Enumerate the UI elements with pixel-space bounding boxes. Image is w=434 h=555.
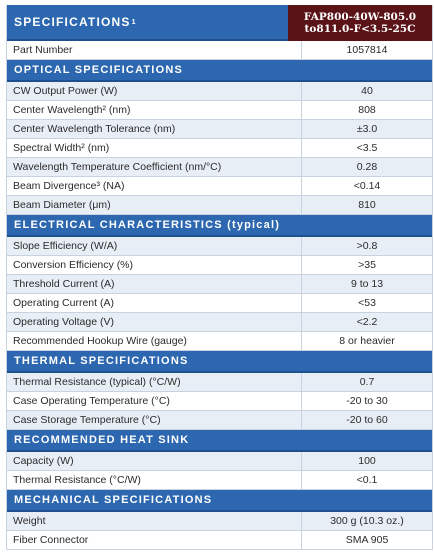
title-footnote-mark: 1: [131, 18, 137, 26]
spec-row: Spectral Width² (nm) <3.5: [7, 139, 432, 158]
spec-label: Fiber Connector: [7, 531, 302, 549]
spec-row: Recommended Hookup Wire (gauge) 8 or heav…: [7, 332, 432, 351]
spec-row: Center Wavelength² (nm) 808: [7, 101, 432, 120]
spec-row: Operating Voltage (V) <2.2: [7, 313, 432, 332]
spec-label: CW Output Power (W): [7, 82, 302, 100]
spec-value: 300 g (10.3 oz.): [330, 515, 404, 527]
spec-row: Slope Efficiency (W/A) >0.8: [7, 237, 432, 256]
spec-value: <0.1: [356, 474, 378, 486]
spec-value: SMA 905: [345, 534, 389, 546]
spec-label: Slope Efficiency (W/A): [7, 237, 302, 255]
spec-row: Capacity (W) 100: [7, 452, 432, 471]
part-number-row: Part Number 1057814: [7, 41, 432, 60]
spec-label: Case Operating Temperature (°C): [7, 392, 302, 410]
part-number-label: Part Number: [7, 41, 302, 59]
spec-row: Center Wavelength Tolerance (nm) ±3.0: [7, 120, 432, 139]
spec-row: Beam Divergence³ (NA) <0.14: [7, 177, 432, 196]
specifications-title-text: SPECIFICATIONS: [14, 15, 131, 29]
spec-row: Conversion Efficiency (%) >35: [7, 256, 432, 275]
spec-value: 810: [358, 199, 376, 211]
spec-row: Weight 300 g (10.3 oz.): [7, 512, 432, 531]
spec-label: Capacity (W): [7, 452, 302, 470]
spec-value: 40: [361, 85, 373, 97]
spec-label: Center Wavelength² (nm): [7, 101, 302, 119]
spec-label: Weight: [7, 512, 302, 530]
spec-label: Thermal Resistance (°C/W): [7, 471, 302, 489]
spec-label: Beam Diameter (μm): [7, 196, 302, 214]
model-line-2: to811.0-F<3.5-25C: [304, 23, 416, 35]
section-header: ELECTRICAL CHARACTERISTICS (typical): [7, 215, 432, 237]
spec-value: >35: [358, 259, 376, 271]
spec-row: Thermal Resistance (typical) (°C/W) 0.7: [7, 373, 432, 392]
spec-value: 100: [358, 455, 376, 467]
spec-sections: OPTICAL SPECIFICATIONS CW Output Power (W…: [7, 60, 432, 550]
spec-value: 0.28: [356, 161, 378, 173]
spec-value: <3.5: [356, 142, 378, 154]
specifications-title: SPECIFICATIONS 1: [7, 5, 288, 41]
part-number-value: 1057814: [346, 44, 388, 56]
spec-label: Recommended Hookup Wire (gauge): [7, 332, 302, 350]
spec-label: Wavelength Temperature Coefficient (nm/°…: [7, 158, 302, 176]
spec-row: Case Operating Temperature (°C) -20 to 30: [7, 392, 432, 411]
spec-row: Thermal Resistance (°C/W) <0.1: [7, 471, 432, 490]
section-header: MECHANICAL SPECIFICATIONS: [7, 490, 432, 512]
spec-label: Beam Divergence³ (NA): [7, 177, 302, 195]
spec-row: Case Storage Temperature (°C) -20 to 60: [7, 411, 432, 430]
spec-label: Case Storage Temperature (°C): [7, 411, 302, 429]
spec-row: Wavelength Temperature Coefficient (nm/°…: [7, 158, 432, 177]
spec-row: Operating Current (A) <53: [7, 294, 432, 313]
spec-value: 0.7: [359, 376, 375, 388]
spec-value: -20 to 60: [346, 414, 388, 426]
spec-value: <0.14: [353, 180, 381, 192]
section-header: OPTICAL SPECIFICATIONS: [7, 60, 432, 82]
spec-value: 9 to 13: [350, 278, 384, 290]
specifications-header: SPECIFICATIONS 1 FAP800-40W-805.0 to811.0…: [7, 5, 432, 41]
spec-row: Beam Diameter (μm) 810: [7, 196, 432, 215]
section-header: RECOMMENDED HEAT SINK: [7, 430, 432, 452]
spec-value: -20 to 30: [346, 395, 388, 407]
spec-value: 8 or heavier: [339, 335, 395, 347]
spec-label: Operating Current (A): [7, 294, 302, 312]
spec-row: Fiber Connector SMA 905: [7, 531, 432, 550]
spec-value: <2.2: [356, 316, 378, 328]
section-header: THERMAL SPECIFICATIONS: [7, 351, 432, 373]
model-line-1: FAP800-40W-805.0: [303, 11, 417, 23]
spec-value: >0.8: [356, 240, 378, 252]
spec-label: Thermal Resistance (typical) (°C/W): [7, 373, 302, 391]
spec-label: Operating Voltage (V): [7, 313, 302, 331]
spec-label: Conversion Efficiency (%): [7, 256, 302, 274]
model-number: FAP800-40W-805.0 to811.0-F<3.5-25C: [288, 5, 432, 41]
spec-value: ±3.0: [356, 123, 378, 135]
spec-label: Center Wavelength Tolerance (nm): [7, 120, 302, 138]
spec-label: Threshold Current (A): [7, 275, 302, 293]
spec-label: Spectral Width² (nm): [7, 139, 302, 157]
spec-row: CW Output Power (W) 40: [7, 82, 432, 101]
spec-value: 808: [358, 104, 376, 116]
spec-value: <53: [358, 297, 376, 309]
spec-row: Threshold Current (A) 9 to 13: [7, 275, 432, 294]
specifications-table: SPECIFICATIONS 1 FAP800-40W-805.0 to811.0…: [6, 5, 433, 550]
